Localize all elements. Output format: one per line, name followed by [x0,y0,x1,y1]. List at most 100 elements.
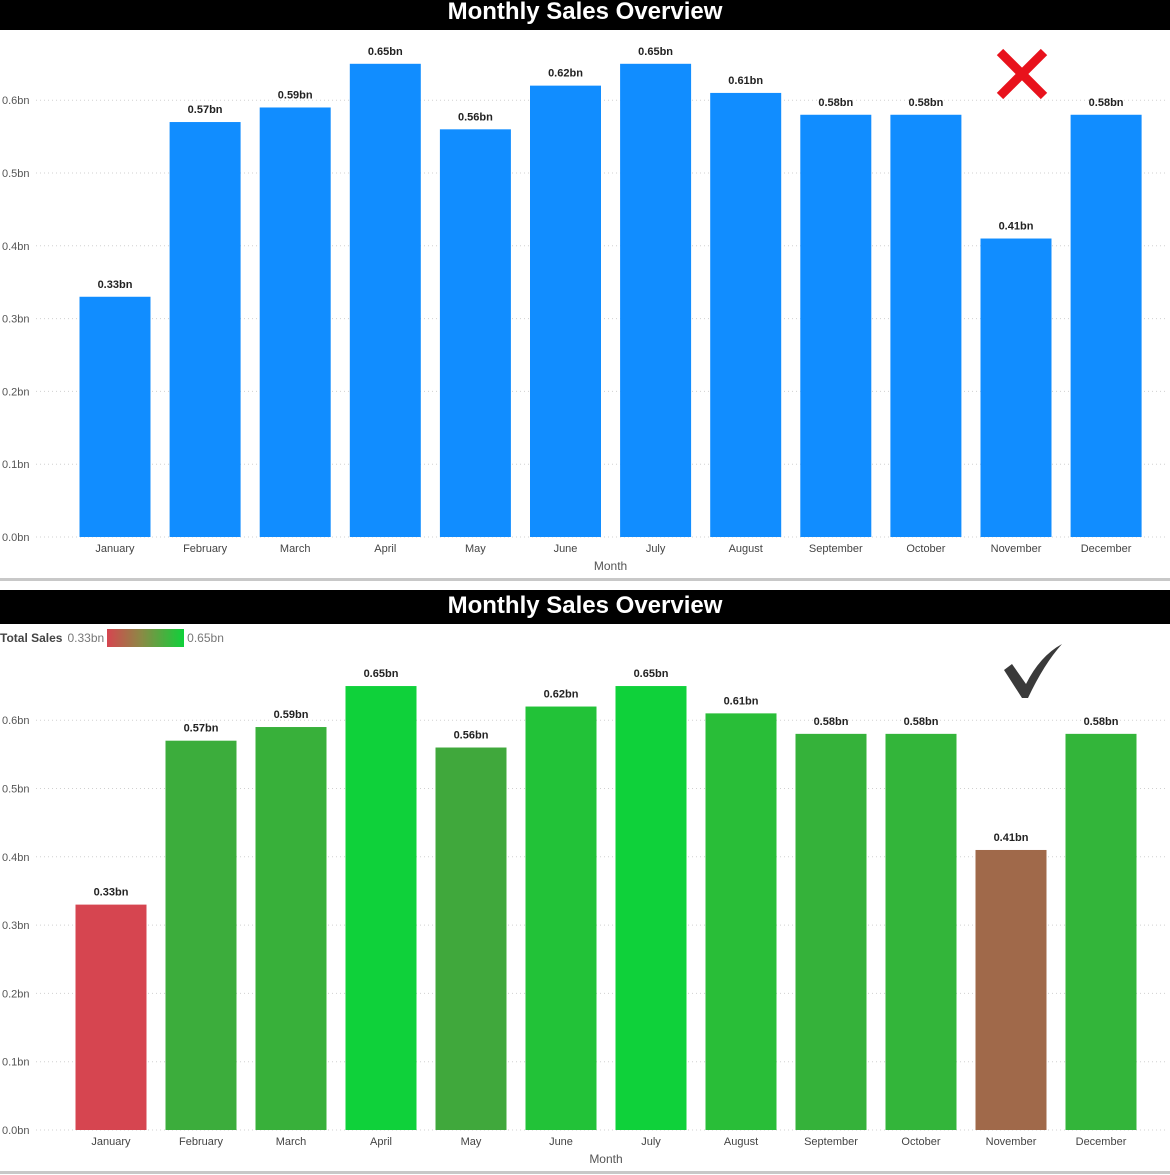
chart-title: Monthly Sales Overview [0,590,1170,624]
bar[interactable] [1065,733,1137,1130]
bar[interactable] [530,85,601,537]
bar[interactable] [615,686,687,1130]
checkmark-icon [1004,644,1062,698]
bar[interactable] [169,122,241,537]
bar[interactable] [525,706,597,1130]
data-label: 0.65bn [634,668,669,680]
chart-panel-bottom: Monthly Sales Overview Total Sales 0.33b… [0,590,1170,1173]
x-tick-label: August [729,543,763,555]
x-tick-label: October [901,1136,940,1148]
data-label: 0.58bn [814,716,849,728]
data-label: 0.41bn [999,221,1034,233]
data-label: 0.59bn [274,709,309,721]
y-tick-label: 0.4bn [2,241,30,253]
bar[interactable] [75,904,147,1130]
bar[interactable] [890,114,962,537]
x-tick-label: February [179,1136,224,1148]
x-tick-label: March [280,543,311,555]
bar[interactable] [165,740,237,1130]
bar[interactable] [885,733,957,1130]
data-label: 0.58bn [1084,716,1119,728]
bar[interactable] [349,63,421,538]
y-tick-label: 0.5bn [2,168,30,180]
bar-chart-top: 0.0bn 0.1bn 0.2bn 0.3bn 0.4bn 0.5bn 0.6bn 0.33b… [2,46,1166,573]
x-tick-label: November [986,1136,1037,1148]
x-tick-label: July [646,543,666,555]
bar[interactable] [439,129,511,537]
chart-title: Monthly Sales Overview [0,0,1170,30]
data-label: 0.58bn [904,716,939,728]
y-tick-label: 0.1bn [2,1057,30,1069]
bar[interactable] [1070,114,1142,537]
data-label: 0.65bn [368,46,403,58]
x-tick-label: January [95,543,135,555]
y-tick-label: 0.3bn [2,314,30,326]
x-tick-label: September [804,1136,858,1148]
bar[interactable] [79,296,151,537]
data-label: 0.57bn [184,723,219,735]
data-label: 0.41bn [994,832,1029,844]
data-label: 0.56bn [454,730,489,742]
chart-panel-top: Monthly Sales Overview 0.0bn 0.1bn 0.2bn 0.… [0,0,1170,580]
data-label: 0.62bn [544,689,579,701]
data-label: 0.65bn [364,668,399,680]
x-tick-label: December [1076,1136,1127,1148]
x-tick-label: April [370,1136,392,1148]
x-tick-label: June [549,1136,573,1148]
y-tick-label: 0.5bn [2,784,30,796]
data-label: 0.58bn [1089,97,1124,109]
data-label: 0.33bn [94,887,129,899]
bar[interactable] [345,686,417,1130]
legend-min: 0.33bn [67,631,105,645]
panel-divider [0,578,1170,581]
legend-max: 0.65bn [187,631,224,645]
x-tick-label: October [906,543,945,555]
y-tick-label: 0.6bn [2,95,30,107]
legend-gradient [107,629,185,647]
x-tick-label: February [183,543,228,555]
x-tick-label: January [91,1136,131,1148]
x-tick-label: August [724,1136,758,1148]
color-legend: Total Sales 0.33bn 0.65bn [0,628,224,648]
x-tick-label: May [461,1136,482,1148]
bar[interactable] [800,114,872,537]
y-tick-label: 0.4bn [2,852,30,864]
x-tick-label: May [465,543,486,555]
x-tick-label: July [641,1136,661,1148]
y-tick-label: 0.1bn [2,459,30,471]
data-label: 0.65bn [638,46,673,58]
bar[interactable] [975,849,1047,1130]
x-tick-label: September [809,543,863,555]
data-label: 0.58bn [908,97,943,109]
data-label: 0.61bn [728,75,763,87]
data-label: 0.59bn [278,89,313,101]
bar[interactable] [705,713,777,1130]
x-axis-label: Month [594,559,627,573]
y-tick-label: 0.2bn [2,988,30,1000]
x-tick-label: June [554,543,578,555]
data-label: 0.62bn [548,68,583,80]
data-label: 0.61bn [724,695,759,707]
x-tick-label: November [991,543,1042,555]
bar[interactable] [795,733,867,1130]
x-tick-label: April [374,543,396,555]
y-tick-label: 0.3bn [2,920,30,932]
bar[interactable] [255,727,327,1130]
bar[interactable] [259,107,331,537]
bar[interactable] [980,238,1052,537]
bar[interactable] [435,747,507,1130]
red-x-icon [996,48,1048,100]
bar[interactable] [620,63,692,538]
bar[interactable] [710,92,782,538]
data-label: 0.57bn [188,104,223,116]
y-tick-label: 0.0bn [2,532,30,544]
bar-chart-bottom: 0.0bn 0.1bn 0.2bn 0.3bn 0.4bn 0.5bn 0.6bn 0.33b… [2,668,1166,1166]
x-tick-label: December [1081,543,1132,555]
data-label: 0.58bn [818,97,853,109]
y-tick-label: 0.2bn [2,386,30,398]
data-label: 0.33bn [98,279,133,291]
y-tick-label: 0.0bn [2,1125,30,1137]
x-tick-label: March [276,1136,307,1148]
x-axis-label: Month [589,1152,622,1166]
legend-label: Total Sales [0,631,63,645]
